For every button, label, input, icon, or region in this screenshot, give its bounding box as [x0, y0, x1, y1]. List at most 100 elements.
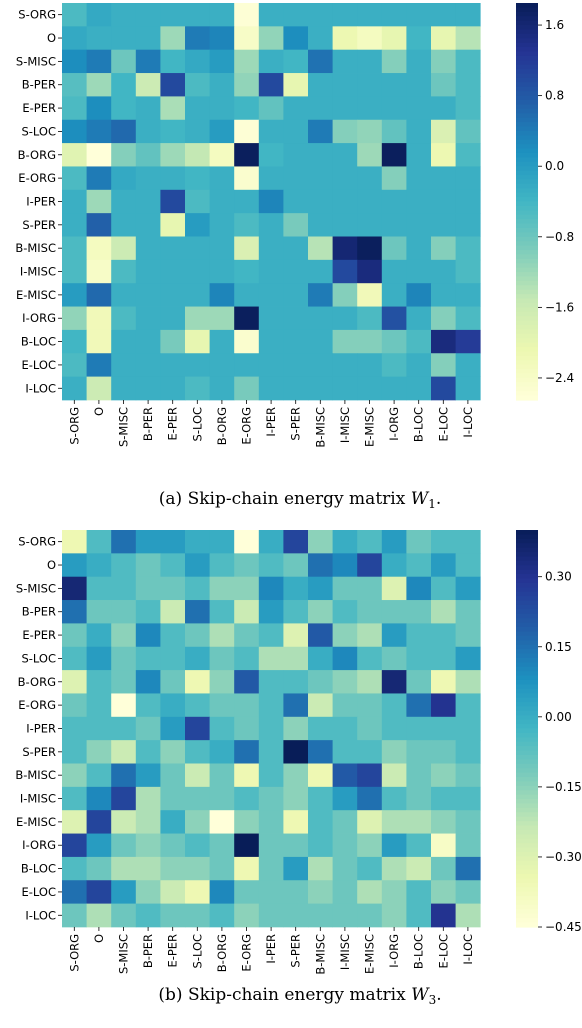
heatmap-cell [406, 259, 432, 284]
y-tick-label: B-MISC [15, 768, 56, 782]
heatmap-cell [283, 3, 309, 27]
colorbar-segment [516, 759, 538, 765]
colorbar-segment [516, 219, 538, 225]
colorbar-segment [516, 781, 538, 787]
heatmap-cell [160, 376, 186, 401]
heatmap-cell [209, 119, 235, 144]
heatmap-cell [308, 810, 333, 834]
heatmap-cell [406, 166, 432, 191]
x-tick-label: E-LOC [436, 407, 450, 442]
colorbar-segment [516, 918, 538, 924]
heatmap-cell [431, 600, 456, 624]
heatmap-cell [111, 856, 137, 881]
heatmap-cell [62, 49, 87, 74]
colorbar-segment [516, 560, 538, 566]
heatmap-cell [258, 283, 284, 307]
caption-math: W [411, 985, 430, 1005]
heatmap-cell [160, 646, 186, 671]
heatmap-cell [111, 329, 137, 354]
heatmap-cell [160, 236, 186, 261]
colorbar-segment [516, 794, 538, 800]
colorbar-segment [516, 807, 538, 813]
colorbar-segment [516, 272, 538, 278]
heatmap-cell [111, 693, 137, 718]
heatmap-cell [455, 119, 481, 144]
colorbar-segment [516, 86, 538, 92]
x-tick-label: E-LOC [436, 934, 450, 969]
heatmap-cell [234, 530, 260, 554]
heatmap-cell [185, 189, 210, 214]
heatmap-cell [62, 530, 87, 554]
heatmap-cell [308, 259, 333, 284]
heatmap-cell [62, 716, 87, 741]
colorbar-segment [516, 3, 538, 9]
heatmap-cell [332, 283, 358, 307]
heatmap-cell [406, 143, 432, 167]
heatmap-cell [431, 119, 456, 144]
colorbar-segment [516, 785, 538, 791]
heatmap-cell [86, 96, 112, 121]
heatmap-cell [308, 903, 333, 928]
colorbar-segment [516, 684, 538, 690]
colorbar-segment [516, 710, 538, 716]
heatmap-cell [258, 810, 284, 834]
heatmap-cell [332, 646, 358, 671]
x-tick-label: O [92, 934, 106, 943]
heatmap-cell [62, 259, 87, 284]
heatmap-cell [381, 740, 407, 764]
colorbar-segment [516, 627, 538, 633]
heatmap-cell [406, 833, 432, 858]
colorbar-segment [516, 197, 538, 203]
heatmap-cell [62, 376, 87, 401]
heatmap-cell [258, 880, 284, 904]
heatmap-cell [185, 306, 210, 331]
x-tick-label: B-LOC [412, 407, 426, 442]
y-tick-label: E-LOC [22, 885, 57, 899]
colorbar: 0.30 0.15 0.00 −0.15 −0.30 −0.45 [516, 530, 582, 934]
colorbar-segment [516, 258, 538, 264]
heatmap-cell [406, 810, 432, 834]
colorbar-segment [516, 100, 538, 106]
y-tick-label: E-ORG [18, 171, 56, 185]
colorbar-segment [516, 298, 538, 304]
heatmap-cell [332, 623, 358, 648]
heatmap-cell [62, 26, 87, 51]
colorbar-segment [516, 887, 538, 893]
x-tick-label: E-PER [166, 934, 180, 968]
colorbar-segment [516, 609, 538, 615]
heatmap-cell [258, 600, 284, 624]
colorbar-segment [516, 130, 538, 136]
colorbar-segment [516, 104, 538, 110]
heatmap-cell [258, 693, 284, 718]
heatmap-cell [234, 353, 260, 377]
heatmap-cell [209, 763, 235, 788]
heatmap-cell [258, 553, 284, 578]
heatmap-cell [258, 49, 284, 74]
heatmap-cell [185, 259, 210, 284]
colorbar: 1.6 0.8 0.0 −0.8 −1.6 −2.4 [516, 3, 574, 401]
heatmap-cell [381, 576, 407, 601]
heatmap-cell [283, 903, 309, 928]
colorbar-segment [516, 7, 538, 13]
heatmap-cell [111, 810, 137, 834]
heatmap-cell [381, 903, 407, 928]
y-tick-label: B-LOC [21, 335, 56, 349]
heatmap-cell [111, 553, 137, 578]
colorbar-segment [516, 38, 538, 44]
heatmap-cell [160, 49, 186, 74]
heatmap-cell [357, 623, 383, 648]
heatmap-cell [455, 623, 481, 648]
heatmap-cell [308, 833, 333, 858]
heatmap-cell [209, 786, 235, 811]
heatmap-cell [185, 376, 210, 401]
y-tick-label: S-PER [22, 745, 56, 759]
heatmap-cell [111, 213, 137, 237]
heatmap-cell [455, 530, 481, 554]
heatmap-cell [406, 189, 432, 214]
heatmap-cell [111, 119, 137, 144]
heatmap-cell [185, 3, 210, 27]
heatmap-cell [160, 213, 186, 237]
heatmap-cell [160, 903, 186, 928]
heatmap-cell [357, 670, 383, 694]
heatmap-cell [283, 306, 309, 331]
